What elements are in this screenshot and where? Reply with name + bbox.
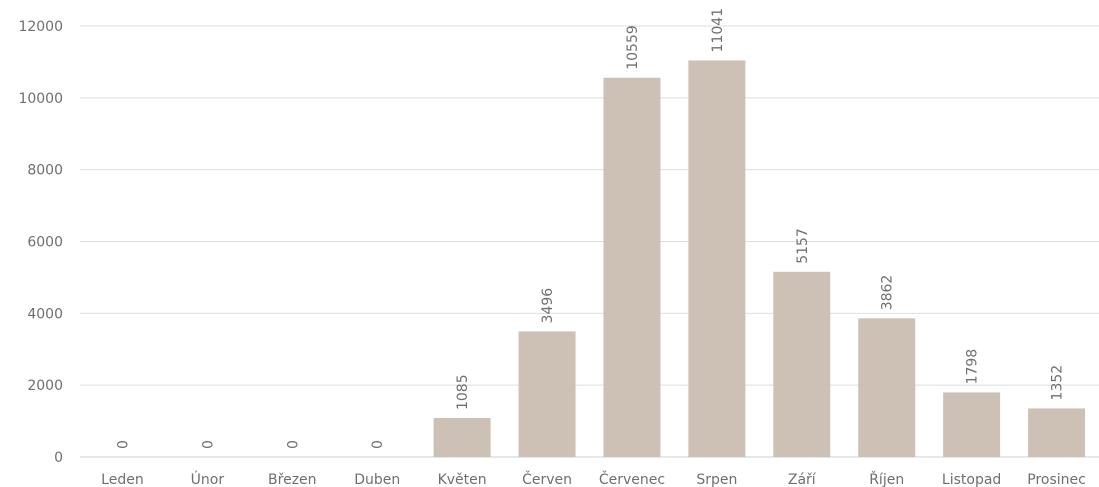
data-label: 0 bbox=[115, 440, 131, 449]
x-category-label: Květen bbox=[438, 472, 487, 487]
bar bbox=[773, 271, 831, 457]
x-category-label: Září bbox=[788, 472, 817, 487]
gridlines bbox=[80, 25, 1099, 458]
data-label: 1085 bbox=[455, 374, 471, 410]
x-category-label: Leden bbox=[101, 472, 144, 487]
data-label: 1352 bbox=[1050, 365, 1066, 401]
y-tick-label: 2000 bbox=[27, 378, 63, 394]
x-category-label: Duben bbox=[354, 472, 400, 487]
data-label: 0 bbox=[370, 440, 386, 449]
data-label: 3496 bbox=[540, 288, 556, 324]
y-tick-label: 10000 bbox=[18, 91, 63, 107]
data-label: 10559 bbox=[625, 25, 641, 70]
bar bbox=[603, 77, 661, 457]
data-label: 0 bbox=[200, 440, 216, 449]
x-category-label: Červen bbox=[522, 470, 572, 487]
bar bbox=[858, 318, 916, 457]
y-tick-label: 12000 bbox=[18, 19, 63, 35]
y-tick-label: 0 bbox=[54, 450, 63, 466]
data-label: 5157 bbox=[795, 228, 811, 264]
bars bbox=[433, 60, 1086, 457]
x-category-label: Únor bbox=[191, 470, 225, 487]
x-category-label: Srpen bbox=[696, 472, 737, 487]
bar bbox=[1028, 408, 1086, 457]
bar bbox=[433, 418, 491, 457]
data-label: 3862 bbox=[880, 275, 896, 311]
data-label: 1798 bbox=[965, 349, 981, 385]
x-category-label: Prosinec bbox=[1027, 472, 1086, 487]
bar bbox=[688, 60, 746, 457]
data-labels: 0 0 0 0 1085 3496 10559 11041 5157 3862 1798 1352 bbox=[115, 8, 1065, 449]
x-category-label: Listopad bbox=[942, 472, 1001, 487]
y-tick-label: 6000 bbox=[27, 235, 63, 251]
x-category-label: Červenec bbox=[599, 470, 665, 487]
bar bbox=[943, 392, 1001, 457]
y-tick-label: 4000 bbox=[27, 306, 63, 322]
x-axis-categories: Leden Únor Březen Duben Květen Červen Červenec… bbox=[101, 470, 1086, 487]
x-category-label: Březen bbox=[268, 472, 317, 487]
bar bbox=[518, 331, 576, 457]
x-category-label: Říjen bbox=[869, 471, 904, 487]
y-tick-label: 8000 bbox=[27, 163, 63, 179]
data-label: 0 bbox=[285, 440, 301, 449]
y-axis-ticks: 0 2000 4000 6000 8000 10000 12000 bbox=[18, 19, 63, 466]
data-label: 11041 bbox=[710, 8, 726, 53]
